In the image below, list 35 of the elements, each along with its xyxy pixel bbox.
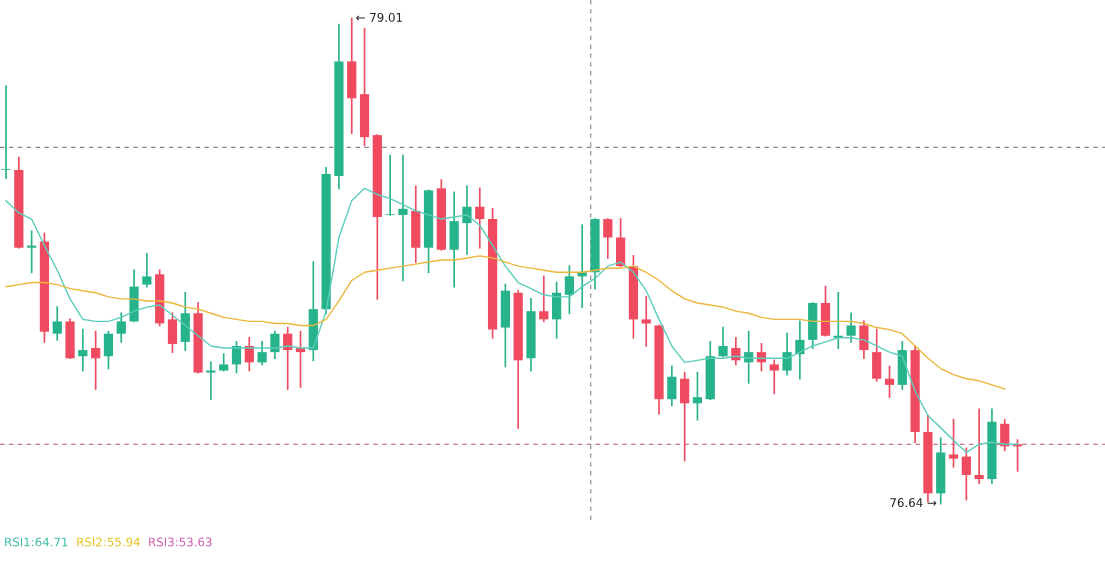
candlestick	[398, 154, 408, 282]
candlestick	[462, 185, 472, 255]
candlestick	[539, 275, 549, 323]
candlestick	[948, 418, 959, 468]
candlestick	[603, 218, 613, 259]
candlestick	[974, 408, 984, 484]
candlestick	[91, 330, 101, 390]
candlestick	[641, 296, 651, 347]
annotation: ← 79.01	[356, 12, 402, 22]
candlestick	[385, 154, 395, 216]
candlestick	[718, 326, 728, 358]
candlestick	[103, 330, 114, 370]
candlestick	[1000, 418, 1010, 452]
candlestick	[1, 85, 11, 179]
candlestick	[961, 447, 971, 501]
candlestick	[142, 253, 152, 288]
candlestick	[769, 359, 779, 394]
candlestick	[257, 341, 267, 366]
candlestick	[78, 328, 88, 372]
candlestick	[782, 332, 792, 376]
candlestick	[884, 365, 895, 399]
candlestick	[52, 306, 62, 341]
candlestick	[116, 312, 126, 343]
text: RSI1:64.71	[5, 537, 68, 547]
candlestick	[564, 265, 575, 315]
candlestick	[475, 187, 485, 249]
candlestick	[206, 361, 216, 401]
candlestick	[27, 230, 37, 274]
annotation: 76.64 →	[890, 498, 937, 508]
candlestick	[667, 365, 677, 407]
text: RSI3:53.63	[149, 537, 212, 547]
candlestick	[692, 371, 703, 421]
candlestick	[270, 330, 280, 360]
text: RSI2:55.94	[77, 537, 140, 547]
candlestick	[846, 312, 856, 343]
